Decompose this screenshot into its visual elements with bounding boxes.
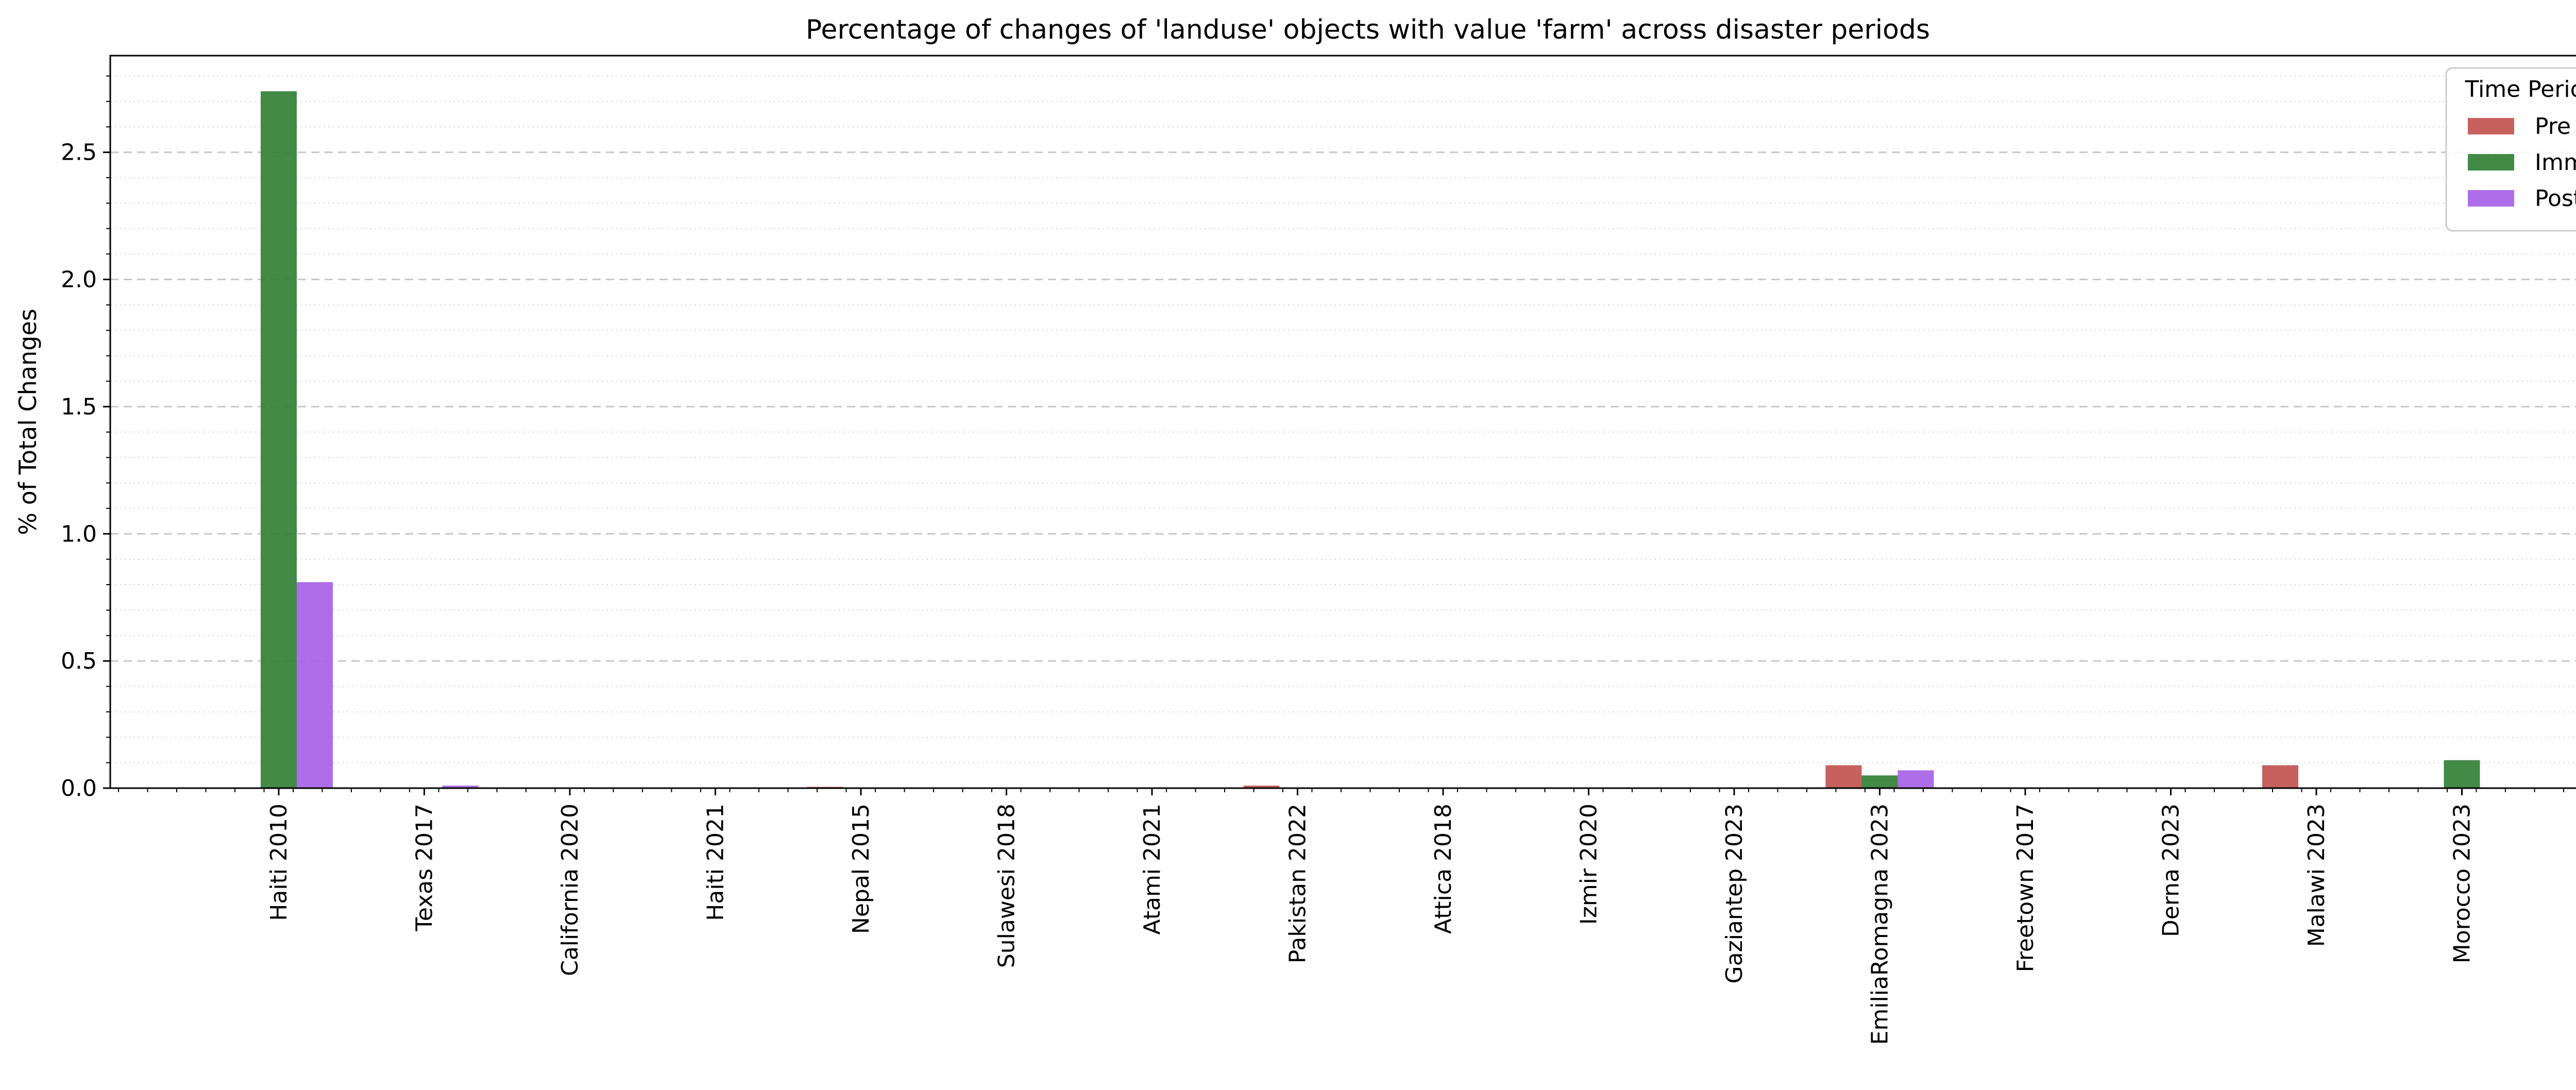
y-tick-label: 0.0 [61,775,97,802]
y-tick-label: 0.5 [61,648,97,674]
x-tick-label: Gaziantep 2023 [1721,804,1748,983]
y-tick-label: 2.5 [61,140,97,166]
x-tick-label: Nepal 2015 [848,804,874,934]
legend-label-pre: Pre [2535,113,2571,140]
bar-pre [1825,765,1862,788]
bar-imm [261,91,297,788]
x-tick-label: Haiti 2010 [266,804,292,921]
bar-pre [2262,765,2298,788]
x-tick-label: Derna 2023 [2158,804,2184,937]
x-tick-label: Pakistan 2022 [1285,804,1311,963]
bar-pre [1243,786,1280,788]
x-tick-label: Atami 2021 [1139,804,1165,935]
bar-imm [1861,775,1898,788]
plot-frame [109,55,2576,789]
x-tick-label: Texas 2017 [412,804,438,932]
y-tick-label: 1.5 [61,394,97,420]
x-tick-label: Sulawesi 2018 [994,804,1020,968]
bars [261,91,2480,788]
y-axis: 0.0 0.5 1.0 1.5 2.0 2.5 [61,75,110,802]
bar-post [442,786,479,788]
bar-post [1897,770,1934,788]
legend-label-imm: Imm [2535,149,2576,176]
gridlines [110,75,2576,763]
legend: Time Period Pre Imm Post [2445,67,2576,232]
legend-label-post: Post [2535,185,2576,212]
legend-box [2445,67,2576,232]
legend-swatch-imm [2468,154,2514,171]
x-tick-label: EmiliaRomagna 2023 [1867,804,1893,1045]
bar-imm [2444,760,2480,788]
x-tick-label: Haiti 2021 [703,804,729,921]
legend-swatch-post [2468,190,2514,207]
x-tick-label: Izmir 2020 [1576,804,1602,925]
legend-swatch-pre [2468,118,2514,134]
x-tick-label: Freetown 2017 [2012,804,2039,972]
x-tick-label: California 2020 [557,804,583,976]
legend-title: Time Period [2465,76,2576,103]
y-tick-label: 2.0 [61,267,97,293]
x-axis: Haiti 2010 Texas 2017 California 2020 Haiti… [118,788,2564,1045]
x-tick-label: Morocco 2023 [2449,804,2476,963]
chart-title: Percentage of changes of 'landuse' objec… [806,14,1930,45]
x-tick-label: Malawi 2023 [2303,804,2330,947]
x-tick-label: Attica 2018 [1430,804,1456,934]
y-axis-label: % of Total Changes [14,309,42,535]
y-tick-label: 1.0 [61,521,97,547]
bar-post [297,582,333,788]
